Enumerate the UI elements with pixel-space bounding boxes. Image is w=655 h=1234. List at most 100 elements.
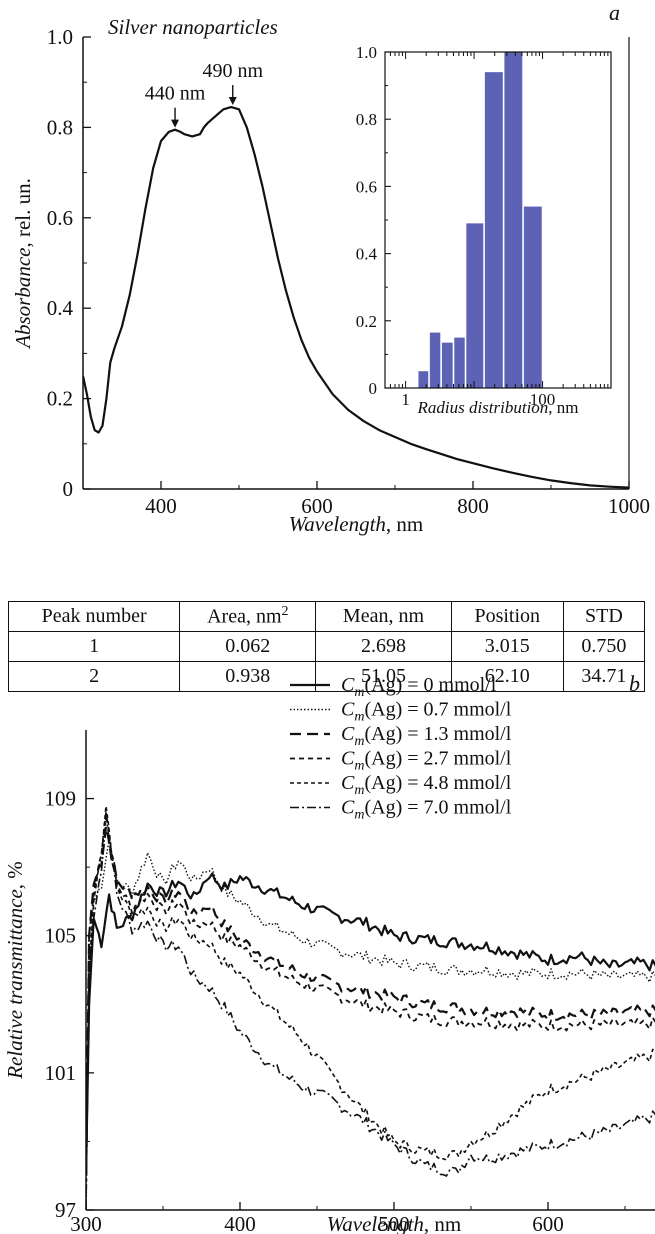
legend-concentration: = 2.7 mmol/l (407, 748, 512, 770)
inset-y-tick-label: 1.0 (356, 43, 377, 62)
histogram-bar (429, 332, 441, 388)
legend-symbol-subscript: m (354, 710, 364, 725)
transmittance-line (86, 812, 655, 1176)
table-header-cell: Peak number (7, 601, 181, 632)
table-cell: 0.750 (562, 631, 646, 662)
table-header-cell: Area, nm2 (179, 601, 317, 632)
inset-histogram: 0 0.2 0.4 0.6 0.8 1.0 1 100 Radius distribution… (356, 43, 612, 417)
y-tick-label: 0 (63, 477, 74, 501)
inset-x-tick-label: 1 (401, 390, 410, 409)
table-row: 2 0.938 51.05 62.10 34.71 (7, 661, 646, 692)
panel-b-legend: Cm(Ag) = 0 mmol/lCm(Ag) = 0.7 mmol/lCm(A… (290, 674, 512, 823)
panel-a-xlabel-name: Wavelength (289, 512, 386, 536)
y-tick-label: 0.4 (47, 296, 74, 320)
panel-b-ylabel-name: Relative transmittance (3, 889, 27, 1080)
legend-symbol: C (341, 748, 355, 770)
transmittance-line (86, 872, 655, 1176)
panel-a-title: Silver nanoparticles (108, 15, 278, 39)
y-tick-label: 101 (45, 1061, 77, 1085)
y-tick-label: 0.6 (47, 206, 73, 230)
table-cell: 2.698 (315, 631, 452, 662)
transmittance-line (86, 815, 655, 1210)
legend-species: (Ag) (364, 748, 407, 770)
panel-b-xlabel: Wavelength, nm (327, 1212, 462, 1234)
transmittance-line (86, 825, 655, 1176)
absorbance-line (83, 106, 629, 489)
x-tick-label: 1000 (608, 494, 650, 518)
x-tick-label: 400 (224, 1212, 256, 1234)
legend-symbol-subscript: m (354, 783, 364, 798)
peak-label: 440 nm (145, 83, 206, 105)
inset-xlabel-name: Radius distribution (416, 398, 548, 417)
inset-x-tick-label: 100 (530, 390, 556, 409)
table-header-row: Peak number Area, nm2 Mean, nm Position … (7, 601, 646, 632)
histogram-bar (466, 223, 484, 388)
histogram-bar (441, 342, 453, 388)
x-tick-label: 600 (532, 1212, 564, 1234)
y-tick-label: 109 (45, 787, 77, 811)
panel-b-ylabel-unit: , % (3, 861, 27, 889)
table-cell: 2 (7, 661, 181, 692)
panel-a-ylabel-name: Absorbance (11, 248, 35, 350)
y-tick-label: 105 (45, 924, 77, 948)
panel-a-series (83, 106, 629, 489)
table-cell: 51.05 (315, 661, 452, 692)
legend-symbol: C (341, 723, 355, 745)
peak-arrowhead (171, 119, 180, 128)
transmittance-line (86, 838, 655, 1176)
y-tick-label: 1.0 (47, 25, 73, 49)
legend-species: (Ag) (364, 723, 407, 745)
inset-y-tick-label: 0.8 (356, 110, 377, 129)
legend-entry: Cm(Ag) = 2.7 mmol/l (341, 748, 512, 774)
inset-y-tick-label: 0.2 (356, 312, 377, 331)
panel-b-ticks: 30040050060070097101105109 (45, 787, 626, 1234)
legend-symbol-subscript: m (354, 759, 364, 774)
panel-a-xlabel-unit: , nm (386, 512, 423, 536)
histogram-bar (504, 52, 523, 388)
x-tick-label: 300 (70, 1212, 102, 1234)
legend-symbol-subscript: m (354, 685, 364, 700)
histogram-bar (484, 72, 503, 388)
legend-concentration: = 1.3 mmol/l (407, 723, 512, 745)
legend-species: (Ag) (364, 699, 407, 721)
histogram-bar (454, 337, 465, 388)
table-cell: 0.938 (179, 661, 317, 692)
table-cell: 62.10 (450, 661, 564, 692)
legend-symbol-subscript: m (354, 734, 364, 749)
transmittance-line (86, 805, 655, 1210)
y-tick-label: 0.2 (47, 387, 73, 411)
legend-entry: Cm(Ag) = 4.8 mmol/l (341, 772, 512, 798)
legend-entry: Cm(Ag) = 1.3 mmol/l (341, 723, 512, 749)
y-tick-label: 0.8 (47, 115, 73, 139)
peak-arrowhead (228, 97, 237, 106)
legend-entry: Cm(Ag) = 7.0 mmol/l (341, 797, 512, 823)
legend-entry: Cm(Ag) = 0.7 mmol/l (341, 699, 512, 725)
peak-table: Peak number Area, nm2 Mean, nm Position … (7, 601, 646, 692)
panel-a-ylabel-unit: , rel. un. (11, 178, 35, 247)
table-header-area: Area, nm (207, 605, 282, 628)
inset-ticks: 0 0.2 0.4 0.6 0.8 1.0 1 100 (356, 43, 609, 409)
table-cell: 3.015 (450, 631, 564, 662)
inset-xlabel-unit: , nm (548, 398, 578, 417)
histogram-bar (523, 206, 542, 388)
table-cell: 1 (7, 631, 181, 662)
histogram-bar (418, 371, 429, 388)
legend-symbol-subscript: m (354, 808, 364, 823)
panel-b-xlabel-unit: , nm (424, 1212, 461, 1234)
inset-xlabel: Radius distribution, nm (416, 398, 578, 417)
inset-bars (418, 52, 542, 388)
legend-species: (Ag) (364, 772, 407, 794)
table-cell: 34.71 (562, 661, 646, 692)
x-tick-label: 400 (145, 494, 177, 518)
legend-symbol: C (341, 699, 355, 721)
table-header-cell: Mean, nm (315, 601, 452, 632)
legend-concentration: = 7.0 mmol/l (407, 797, 512, 819)
peak-label: 490 nm (202, 60, 263, 82)
panel-b-xlabel-name: Wavelength (327, 1212, 424, 1234)
legend-species: (Ag) (364, 797, 407, 819)
x-tick-label: 600 (301, 494, 333, 518)
